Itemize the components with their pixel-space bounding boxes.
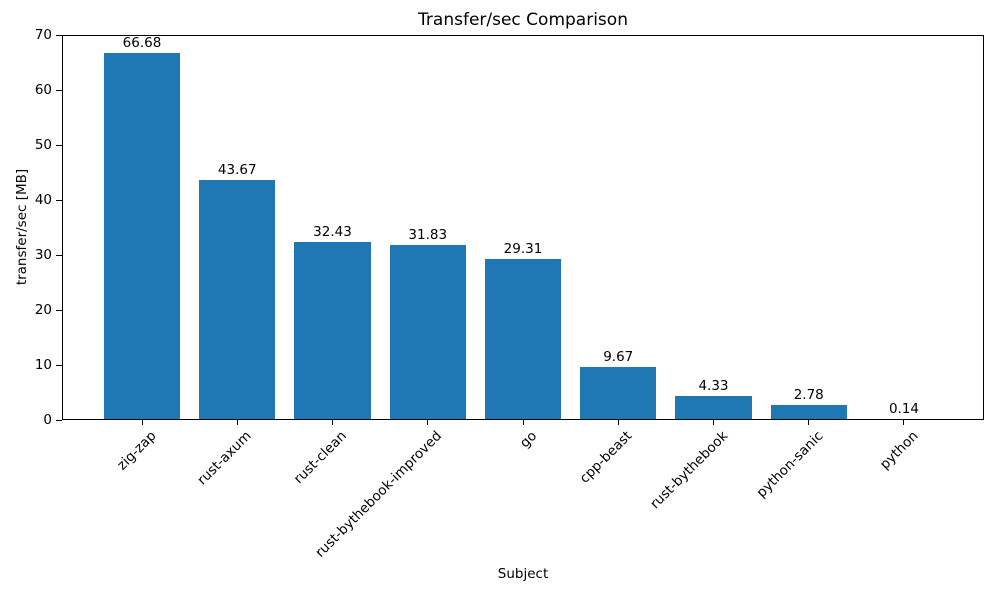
bar-python-sanic — [770, 404, 847, 420]
y-tick-label: 70 — [34, 27, 52, 43]
bar-value-label: 29.31 — [503, 240, 543, 257]
x-tick-label-text: cpp-beast — [576, 428, 636, 487]
bar-value-label: 31.83 — [408, 226, 448, 243]
y-tick — [56, 144, 62, 146]
bar-rust-axum — [199, 179, 276, 420]
y-tick — [56, 364, 62, 366]
bar-rust-clean — [294, 241, 371, 420]
bar-zig-zap — [103, 53, 181, 420]
y-tick — [56, 89, 62, 91]
bar-value-label: 32.43 — [313, 223, 352, 240]
x-tick — [617, 420, 619, 425]
y-tick — [56, 309, 62, 311]
bar-cpp-beast — [580, 366, 657, 420]
x-tick-label-text: python-sanic — [753, 428, 827, 501]
y-tick-label: 60 — [34, 82, 52, 98]
bar-value-label: 2.78 — [793, 386, 824, 403]
x-tick-label-text: rust-bythebook — [646, 428, 731, 513]
x-tick — [332, 420, 333, 425]
bar-value-label: 0.14 — [888, 401, 920, 418]
bar-value-label: 4.33 — [698, 378, 729, 395]
x-tick-label-text: zig-zap — [113, 428, 160, 474]
y-tick — [56, 199, 62, 201]
y-tick-label: 30 — [34, 247, 52, 263]
y-tick — [56, 34, 62, 36]
y-tick-label: 40 — [34, 192, 52, 208]
x-tick — [236, 420, 238, 425]
bar-go — [484, 258, 562, 420]
x-tick-label-text: python — [876, 428, 922, 473]
chart-title: Transfer/sec Comparison — [418, 10, 628, 30]
x-tick-label-text: rust-axum — [194, 428, 255, 489]
y-tick-label: 20 — [34, 302, 52, 318]
x-axis-label: Subject — [497, 566, 549, 582]
y-tick-label: 10 — [34, 357, 52, 373]
x-tick — [427, 420, 429, 425]
x-tick — [141, 420, 143, 425]
x-tick-label-text: go — [517, 428, 541, 452]
bar-value-label: 9.67 — [603, 348, 634, 365]
bar-value-label: 43.67 — [217, 161, 257, 178]
y-tick — [56, 419, 62, 421]
y-tick-label: 50 — [34, 137, 52, 153]
x-tick — [903, 420, 905, 425]
x-tick-label-text: rust-clean — [290, 428, 350, 488]
y-tick-label: 0 — [43, 412, 52, 428]
x-tick — [522, 420, 524, 425]
bar-rust-bythebook — [675, 396, 752, 420]
bar-value-label: 66.68 — [122, 35, 162, 52]
bar-rust-bythebook-improved — [389, 244, 466, 420]
x-tick — [712, 420, 714, 425]
y-tick — [56, 254, 62, 256]
x-tick — [808, 420, 810, 425]
